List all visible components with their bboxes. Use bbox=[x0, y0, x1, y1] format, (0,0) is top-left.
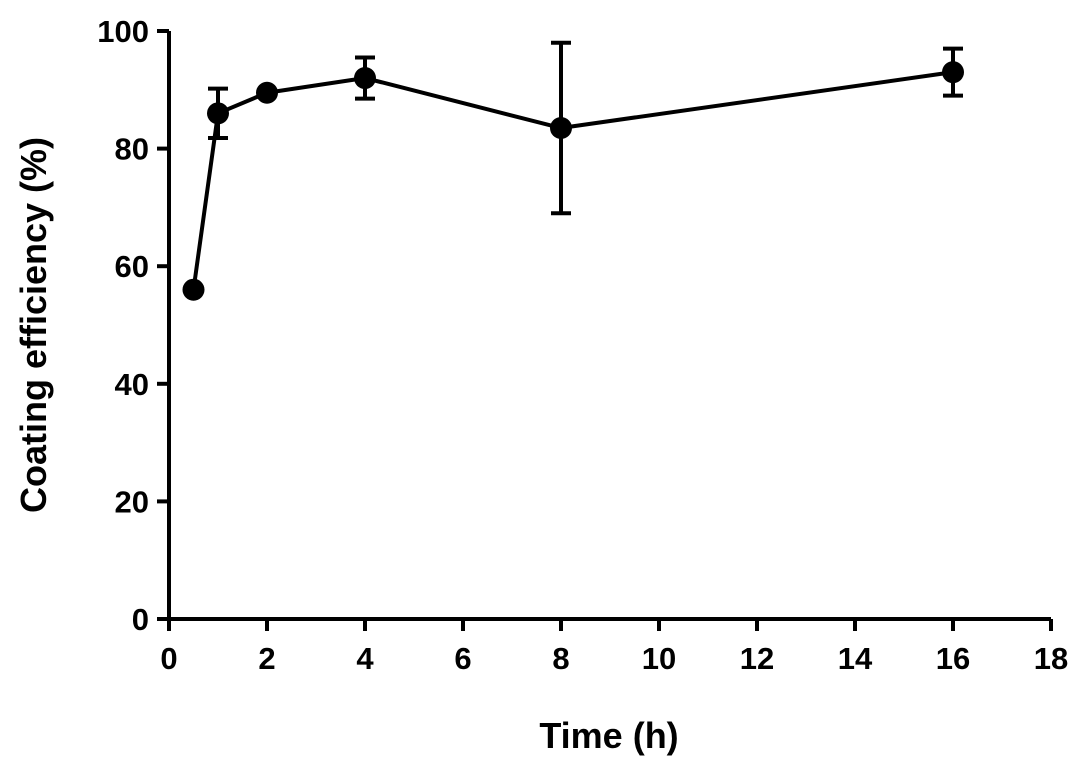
y-tick-label: 40 bbox=[115, 367, 149, 402]
data-point bbox=[354, 67, 376, 90]
x-tick-label: 4 bbox=[356, 641, 374, 676]
x-tick-label: 16 bbox=[936, 641, 970, 676]
data-point bbox=[182, 278, 205, 301]
x-tick-label: 10 bbox=[642, 641, 676, 676]
x-tick-label: 14 bbox=[838, 641, 873, 676]
series-line bbox=[191, 70, 954, 290]
x-axis-title: Time (h) bbox=[539, 715, 678, 756]
x-tick-label: 6 bbox=[454, 641, 471, 676]
x-tick-label: 2 bbox=[258, 641, 275, 676]
data-point bbox=[550, 117, 572, 140]
data-point bbox=[207, 102, 229, 125]
y-tick-label: 0 bbox=[132, 602, 149, 637]
y-axis-title: Coating efficiency (%) bbox=[13, 137, 54, 513]
x-tick-label: 8 bbox=[552, 641, 569, 676]
series-group bbox=[182, 40, 964, 301]
x-tick-label: 12 bbox=[740, 641, 774, 676]
y-tick-label: 20 bbox=[115, 484, 149, 519]
data-point bbox=[942, 61, 964, 84]
data-point bbox=[256, 81, 278, 104]
y-tick-label: 100 bbox=[97, 14, 149, 49]
x-tick-label: 18 bbox=[1034, 641, 1068, 676]
x-tick-label: 0 bbox=[160, 641, 177, 676]
y-tick-label: 60 bbox=[115, 249, 149, 284]
y-tick-label: 80 bbox=[115, 132, 149, 167]
axes: 0 20 40 60 80 100 0 2 4 6 8 10 12 14 16 18 bbox=[97, 14, 1068, 676]
